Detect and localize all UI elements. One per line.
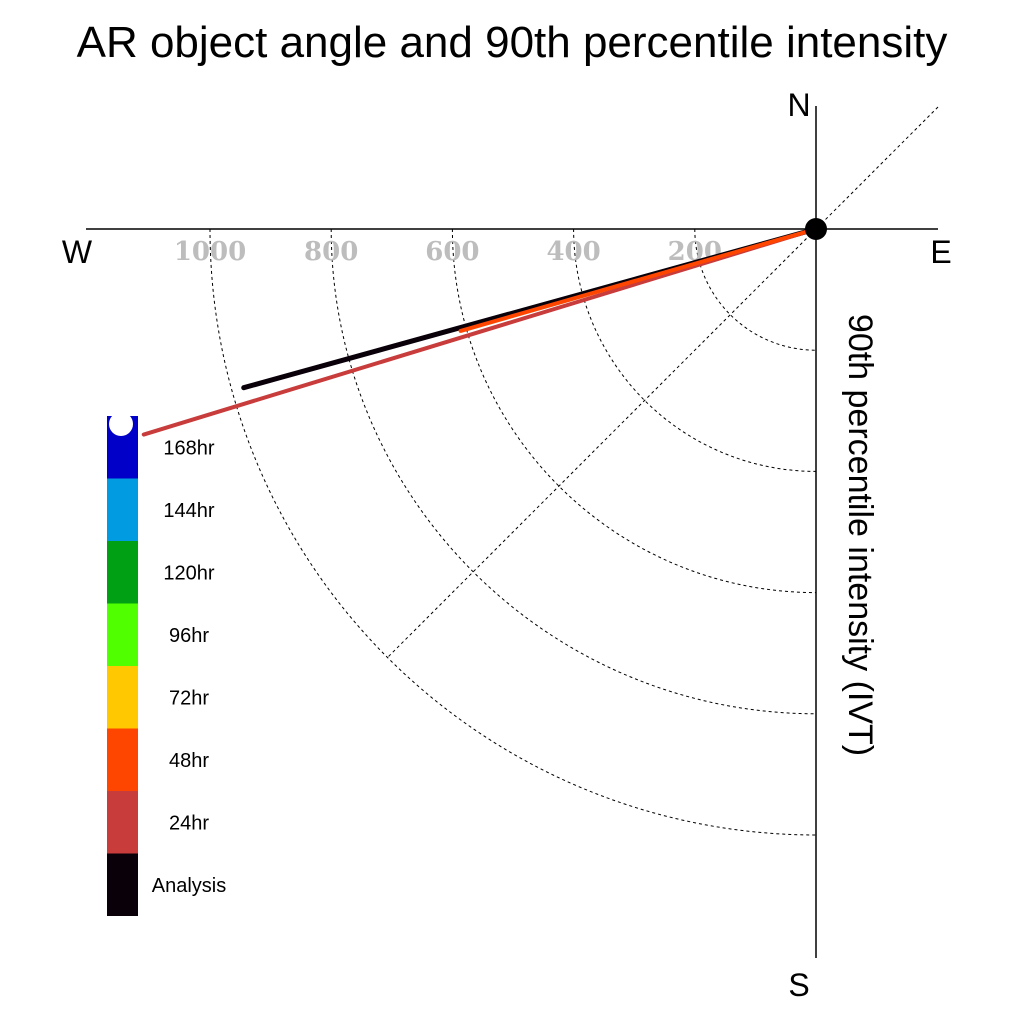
legend-swatch-2 xyxy=(107,541,138,604)
origin-marker xyxy=(805,218,827,240)
grid-diagonal xyxy=(387,106,939,658)
legend-swatch-7 xyxy=(107,853,138,916)
polar-grid xyxy=(209,106,939,836)
grid-arc-1000 xyxy=(209,228,817,836)
legend: 168hr 144hr 120hr 96hr 72hr 48hr 24hr Analysis xyxy=(107,412,226,916)
series-lines xyxy=(141,226,819,437)
grid-arc-400 xyxy=(573,228,817,472)
legend-swatch-1 xyxy=(107,478,138,541)
legend-label-4: 72hr xyxy=(169,687,209,709)
legend-swatch-5 xyxy=(107,728,138,791)
compass-south: S xyxy=(788,967,809,1003)
r-tick-label-600: 600 xyxy=(425,237,479,267)
legend-label-5: 48hr xyxy=(169,750,209,772)
compass-east: E xyxy=(930,234,951,270)
series-line-2 xyxy=(458,227,818,333)
legend-label-0: 168hr xyxy=(163,437,214,459)
series-line-1 xyxy=(141,227,818,437)
legend-swatch-3 xyxy=(107,603,138,666)
compass-axes xyxy=(86,106,938,958)
legend-label-6: 24hr xyxy=(169,812,209,834)
y-axis-label: 90th percentile intensity (IVT) xyxy=(841,314,879,756)
grid-arc-200 xyxy=(694,228,817,351)
legend-label-7: Analysis xyxy=(152,875,226,897)
compass-north: N xyxy=(787,87,810,123)
legend-top-marker xyxy=(109,412,133,436)
legend-label-2: 120hr xyxy=(163,562,214,584)
legend-label-3: 96hr xyxy=(169,625,209,647)
legend-swatch-4 xyxy=(107,666,138,729)
legend-swatch-6 xyxy=(107,791,138,854)
chart-title: AR object angle and 90th percentile inte… xyxy=(77,18,948,67)
r-tick-label-1000: 1000 xyxy=(174,237,246,267)
r-tick-label-400: 400 xyxy=(546,237,600,267)
grid-arc-600 xyxy=(451,228,817,594)
grid-arc-800 xyxy=(330,228,817,715)
r-tick-label-800: 800 xyxy=(304,237,358,267)
legend-label-1: 144hr xyxy=(163,500,214,522)
compass-west: W xyxy=(62,234,93,270)
